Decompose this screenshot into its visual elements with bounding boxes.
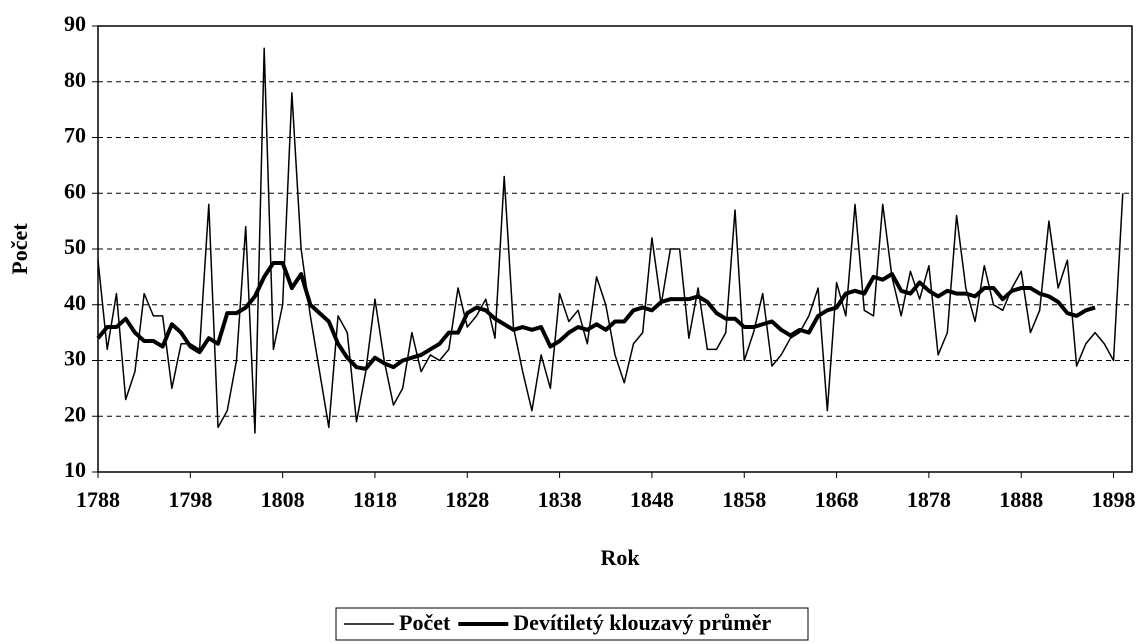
x-tick-label: 1888 — [999, 487, 1043, 512]
y-tick-label: 70 — [64, 123, 86, 148]
y-tick-label: 50 — [64, 234, 86, 259]
legend-label: Devítiletý klouzavý průměr — [513, 610, 771, 635]
x-tick-label: 1808 — [261, 487, 305, 512]
x-tick-label: 1878 — [907, 487, 951, 512]
data-line — [97, 47, 1124, 434]
y-tick-label: 80 — [64, 67, 86, 92]
y-tick-label: 20 — [64, 401, 86, 426]
x-tick-label: 1838 — [538, 487, 582, 512]
y-tick-label: 40 — [64, 290, 86, 315]
x-tick-label: 1868 — [815, 487, 859, 512]
x-tick-label: 1858 — [722, 487, 766, 512]
x-tick-label: 1848 — [630, 487, 674, 512]
y-tick-label: 30 — [64, 346, 86, 371]
y-tick-label: 10 — [64, 457, 86, 482]
y-axis-title: Počet — [7, 223, 32, 275]
x-tick-label: 1788 — [76, 487, 120, 512]
legend-label: Počet — [399, 610, 451, 635]
y-tick-label: 60 — [64, 178, 86, 203]
x-tick-label: 1818 — [353, 487, 397, 512]
data-line — [96, 260, 1096, 371]
x-tick-label: 1798 — [168, 487, 212, 512]
legend — [335, 607, 809, 641]
x-tick-label: 1828 — [445, 487, 489, 512]
y-tick-label: 90 — [64, 11, 86, 36]
x-axis-title: Rok — [600, 545, 640, 570]
x-tick-label: 1898 — [1092, 487, 1136, 512]
